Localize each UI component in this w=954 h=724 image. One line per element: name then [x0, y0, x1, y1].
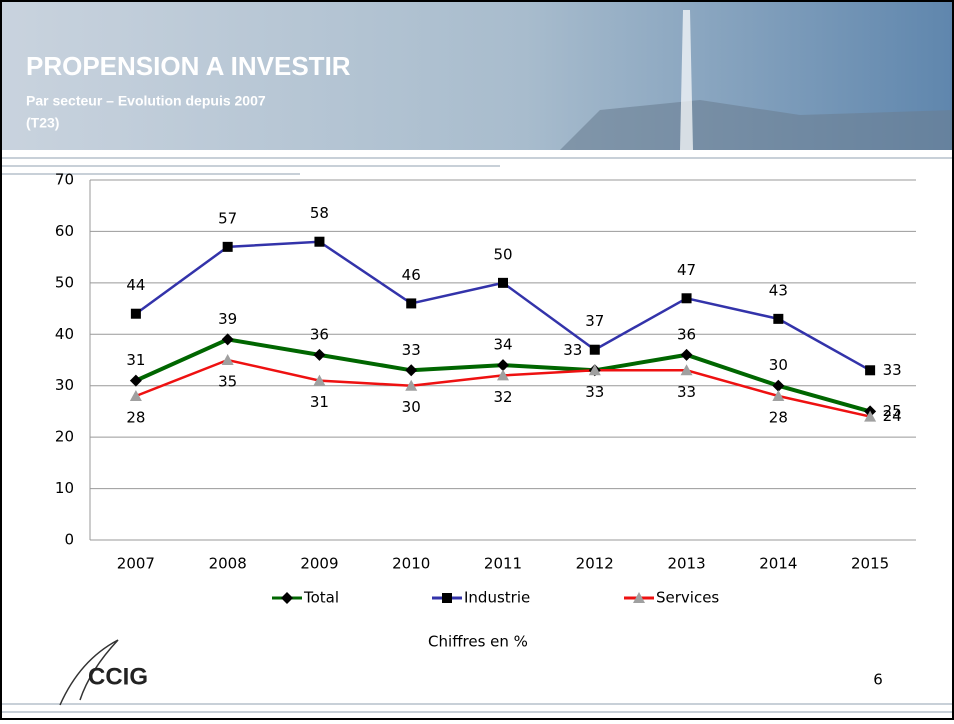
data-label: 28: [769, 409, 788, 427]
logo: CCIG: [88, 663, 148, 690]
data-point: [498, 277, 508, 288]
header-stripes: [0, 157, 954, 713]
legend-label: Services: [656, 589, 719, 607]
data-label: 47: [677, 261, 696, 279]
data-label: 58: [310, 204, 329, 222]
y-tick-label: 30: [55, 376, 74, 394]
data-label: 30: [769, 356, 788, 374]
data-label: 28: [126, 409, 145, 427]
legend-label: Industrie: [464, 589, 530, 607]
data-point: [681, 293, 692, 304]
data-point: [772, 379, 785, 392]
data-point: [772, 390, 785, 401]
x-tick-label: 2010: [392, 555, 430, 573]
data-point: [497, 369, 509, 381]
y-tick-label: 10: [55, 479, 74, 497]
y-tick-label: 50: [55, 273, 74, 291]
data-label: 31: [126, 351, 145, 369]
data-point: [405, 364, 418, 377]
data-label: 32: [493, 388, 512, 406]
data-point: [865, 365, 876, 376]
data-label: 34: [493, 336, 512, 354]
data-label: 30: [402, 398, 421, 416]
data-label: 33: [563, 341, 582, 359]
y-tick-label: 40: [55, 325, 74, 343]
data-label: 31: [310, 393, 329, 411]
x-tick-label: 2012: [576, 555, 614, 573]
legend-marker: [281, 592, 293, 604]
y-tick-label: 60: [55, 222, 74, 240]
title: PROPENSION A INVESTIR: [26, 51, 351, 81]
x-tick-label: 2008: [209, 555, 247, 573]
note: Chiffres en %: [428, 633, 528, 651]
data-point: [588, 364, 601, 376]
data-point: [221, 333, 234, 346]
y-tick-label: 20: [55, 428, 74, 446]
data-label: 57: [218, 209, 237, 227]
data-label: 46: [402, 266, 421, 284]
page-number: 6: [873, 671, 883, 689]
data-label: 50: [493, 245, 512, 263]
data-point: [589, 344, 600, 355]
logo-swoosh: [59, 639, 119, 706]
y-tick-label: 0: [64, 531, 74, 549]
data-point: [129, 390, 142, 401]
data-label: 37: [585, 312, 604, 330]
legend-marker: [633, 592, 645, 603]
data-point: [864, 410, 877, 422]
data-point: [130, 308, 141, 319]
table-code: (T23): [26, 115, 59, 131]
data-point: [129, 374, 142, 387]
header-image-jet: [680, 10, 693, 150]
data-point: [406, 298, 417, 309]
data-label: 33: [585, 383, 604, 401]
legend-marker: [442, 593, 452, 603]
data-label: 35: [218, 373, 237, 391]
y-tick-label: 70: [55, 171, 74, 189]
header-image: [560, 100, 954, 150]
x-tick-label: 2011: [484, 555, 522, 573]
data-label: 43: [769, 281, 788, 299]
subtitle: Par secteur – Evolution depuis 2007: [26, 93, 266, 109]
data-label: 25: [883, 402, 902, 420]
plot: 0 10 20 30 40 50 60 70 2007 2008 2009 2010 2011 2012 2…: [55, 171, 916, 607]
data-point: [221, 354, 234, 365]
data-label: 33: [883, 361, 902, 379]
data-label: 36: [310, 325, 329, 343]
data-point: [680, 364, 693, 376]
data-label: 33: [677, 383, 696, 401]
x-tick-label: 2009: [300, 555, 338, 573]
data-point: [680, 348, 693, 361]
data-point: [773, 313, 784, 324]
data-label: 39: [218, 310, 237, 328]
data-point: [222, 241, 233, 252]
data-label: 36: [677, 325, 696, 343]
legend-label: Total: [303, 589, 339, 607]
data-point: [497, 359, 509, 372]
x-tick-label: 2013: [667, 555, 705, 573]
x-tick-label: 2007: [117, 555, 155, 573]
data-point: [314, 236, 325, 247]
x-tick-label: 2015: [851, 555, 889, 573]
data-point: [405, 379, 418, 391]
data-point: [313, 348, 326, 361]
data-label: 33: [402, 341, 421, 359]
data-label: 44: [126, 276, 145, 294]
data-label: 24: [883, 407, 902, 425]
x-tick-label: 2014: [759, 555, 797, 573]
data-point: [313, 374, 326, 386]
